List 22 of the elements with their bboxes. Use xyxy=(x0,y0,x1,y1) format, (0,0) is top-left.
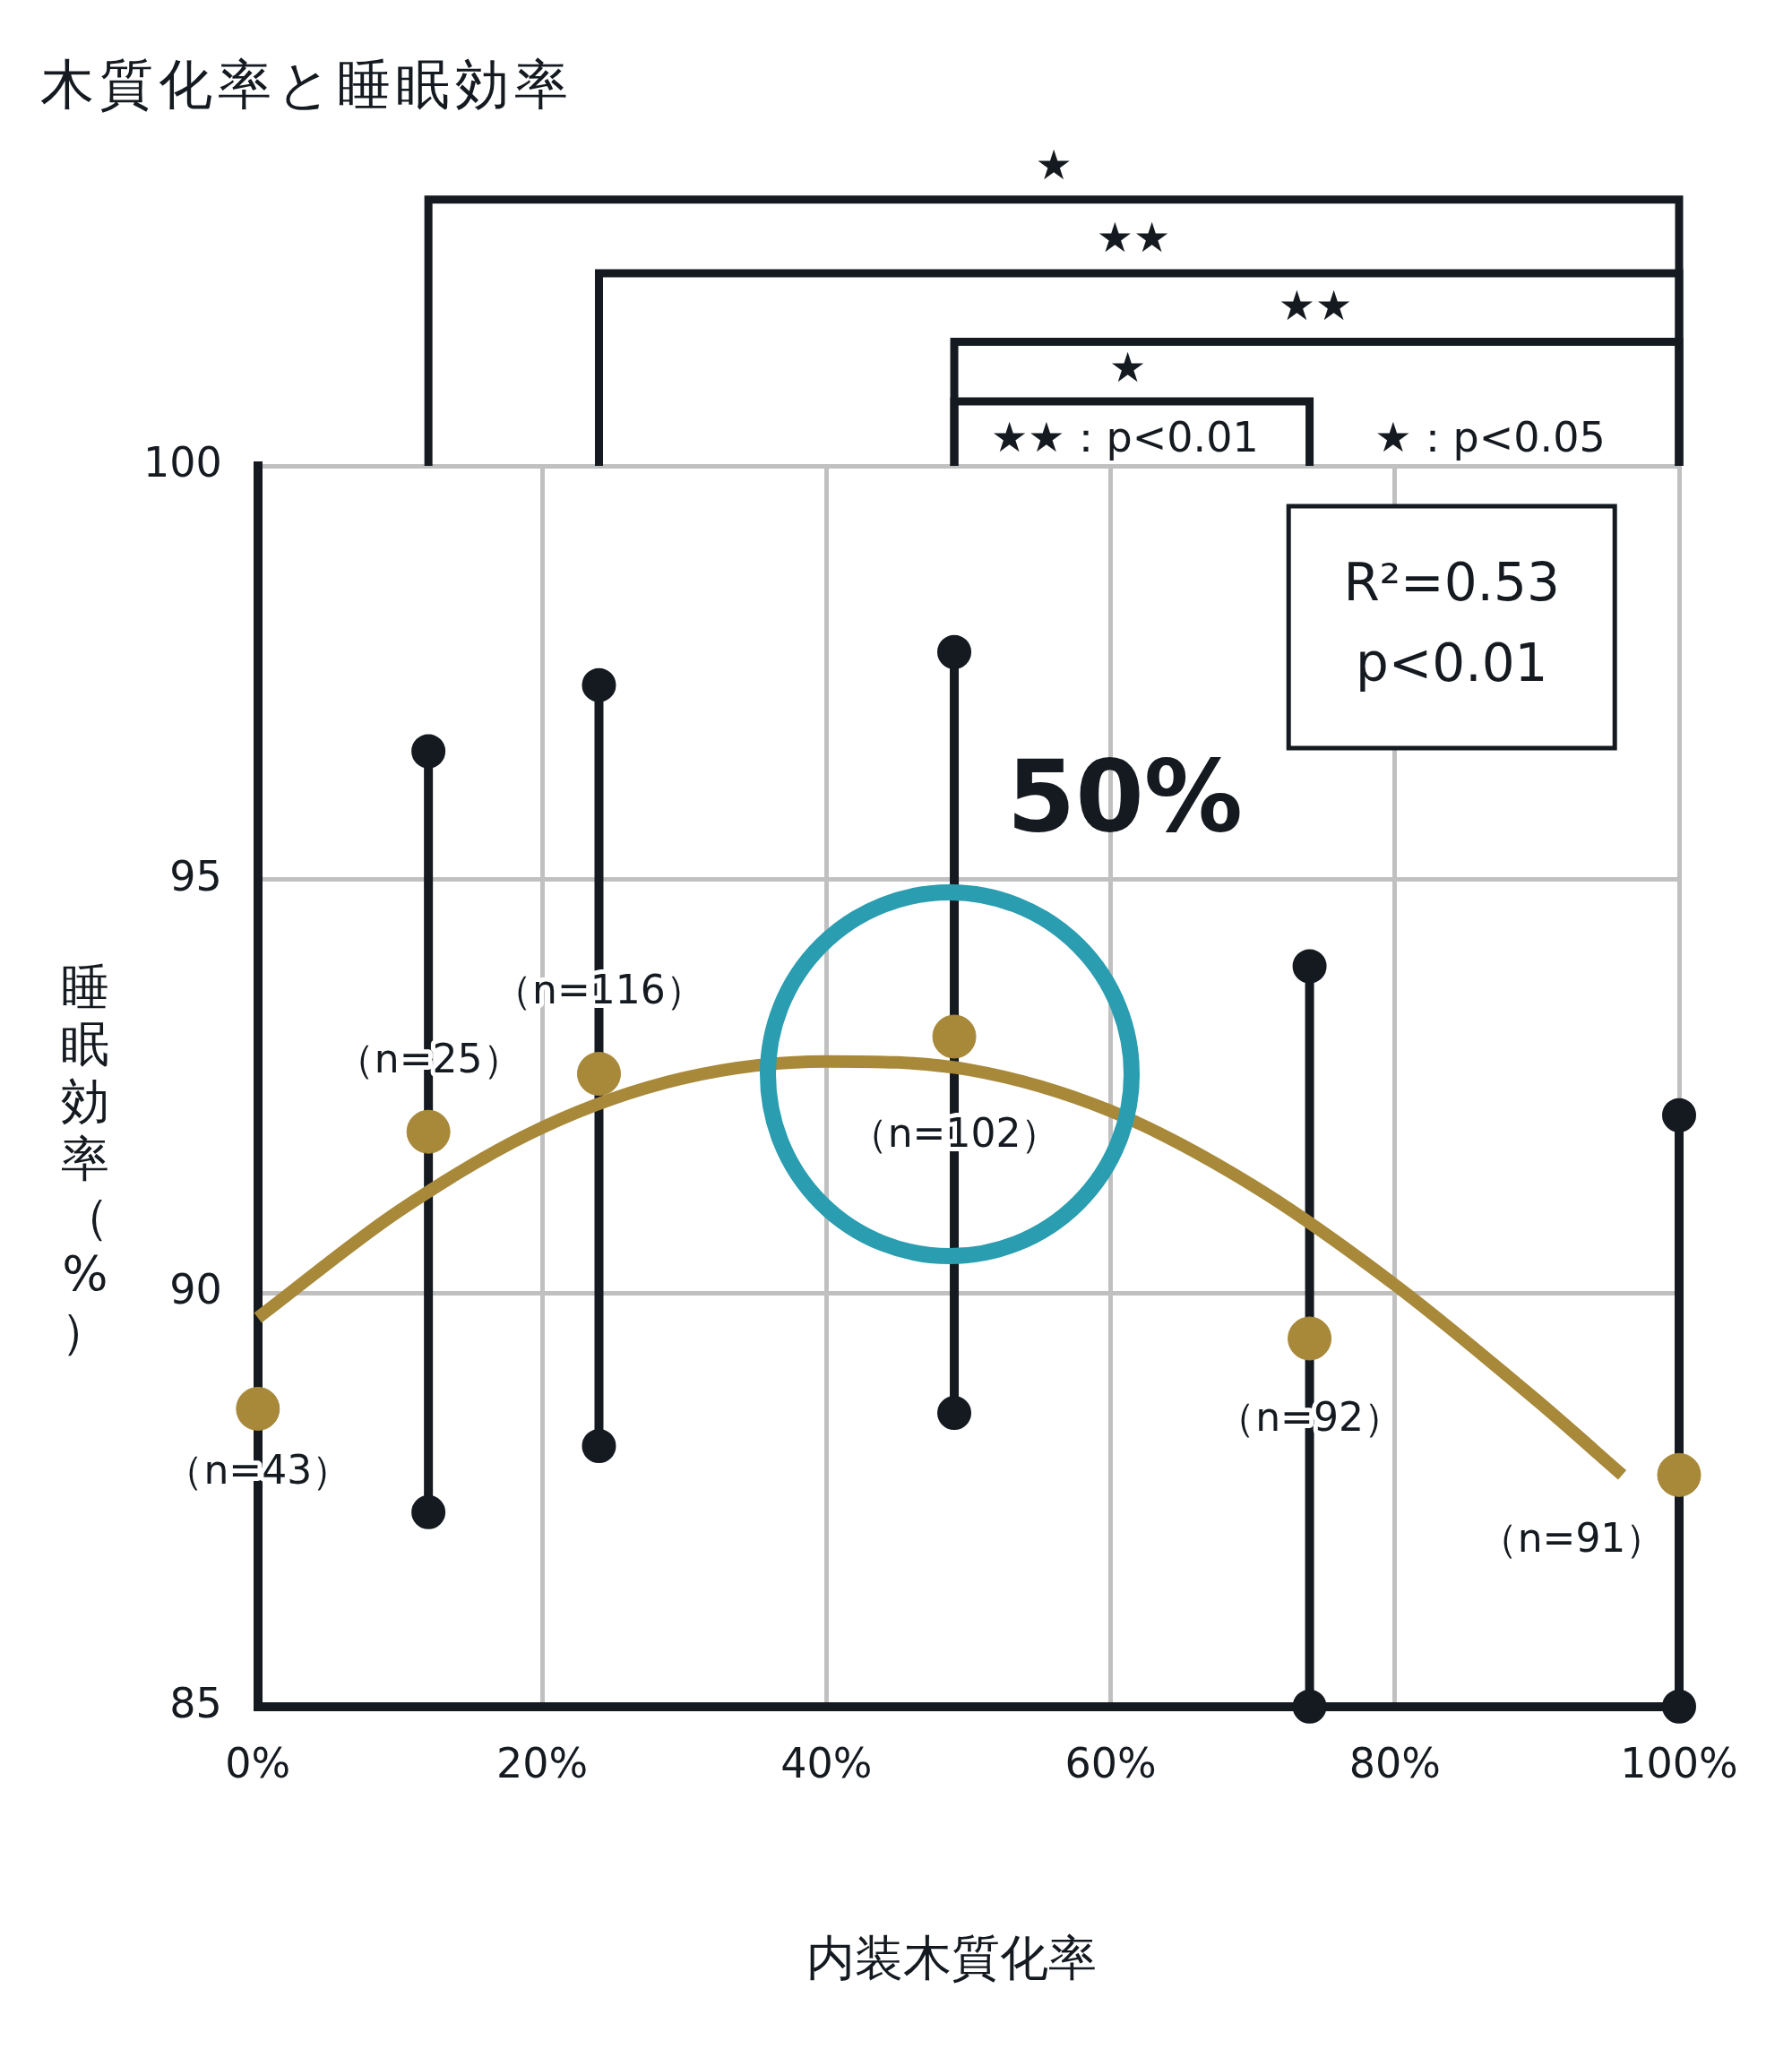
x-tick-label: 60% xyxy=(1064,1739,1157,1788)
annotation: R²=0.53 p<0.01 xyxy=(1343,552,1560,694)
x-tick-label: 100% xyxy=(1620,1739,1738,1788)
y-tick-label: 85 xyxy=(169,1678,222,1727)
annotation: 50% xyxy=(1006,739,1244,855)
text: ★★ xyxy=(1278,280,1353,330)
x-tick-label: 20% xyxy=(495,1739,589,1788)
text: ★★：p<0.01 xyxy=(991,413,1259,462)
x-tick-label: 40% xyxy=(780,1739,873,1788)
y-tick-label: 95 xyxy=(169,851,222,900)
text: ★ xyxy=(1035,140,1073,189)
text: ★：p<0.05 xyxy=(1374,413,1606,462)
x-tick-label: 0% xyxy=(225,1739,291,1788)
y-tick-label: 90 xyxy=(169,1265,222,1314)
y-axis-title: 睡眠効率（%） xyxy=(60,959,110,1360)
chart-title: 木質化率と睡眠効率 xyxy=(40,52,573,117)
y-tick-label: 100 xyxy=(142,437,222,486)
text: ★ xyxy=(1108,342,1147,392)
x-axis-title: 内装木質化率 xyxy=(806,1929,1098,1988)
text: ★★ xyxy=(1096,212,1171,262)
annotation: （n=91） xyxy=(1478,1514,1666,1561)
x-tick-label: 80% xyxy=(1348,1739,1441,1788)
